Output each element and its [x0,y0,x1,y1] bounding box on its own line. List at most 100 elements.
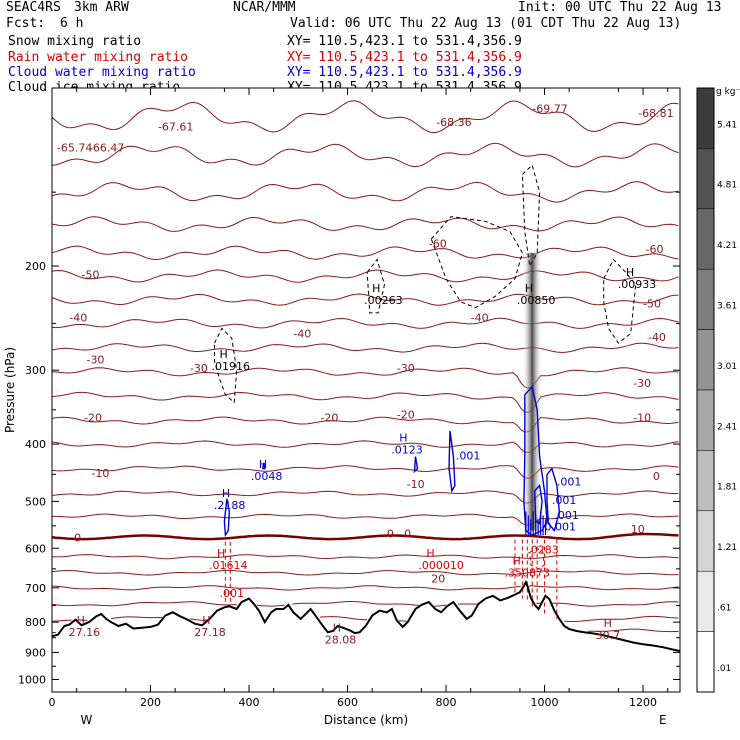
maximum-value: 30.7 [596,629,621,642]
field-name-cloud-water: Cloud water mixing ratio [8,65,196,80]
colorbar-segment [696,450,715,512]
isotherm-label: -30 [86,353,104,366]
maximum-marker: H [426,547,434,560]
forecast-label: Fcst: [6,16,46,31]
colorbar-segment [696,570,715,632]
isotherm-label: -30 [397,362,415,375]
isotherm-line [51,601,679,607]
terrain-profile [51,579,681,652]
maximum-marker: H [372,282,380,295]
freezing-level-line [51,532,679,541]
rain-label: .001 [219,587,244,600]
isotherm-label: -60 [646,243,664,256]
isotherm-label: 20 [431,572,445,585]
cloud-water-contour [413,456,419,474]
isotherm-label: 0 [653,470,660,483]
isotherm-label: -30 [190,362,208,375]
isotherm-line [51,628,679,634]
colorbar-label: 3.61 [717,301,737,311]
colorbar: 5.41 4.81 4.21 3.61 3.01 2.41 1.81 1.21 .61 .01 g … [696,87,740,693]
colorbar-segment [696,268,715,330]
colorbar-label: 1.81 [717,483,737,493]
maximum-value: 27.16 [69,626,101,639]
maximum-value: .350873 [505,567,551,580]
isotherm-label: -20 [320,411,338,424]
isotherm-line [51,440,679,454]
isotherm-line [51,293,679,306]
east-label: E [659,713,667,727]
x-tick-label: 1200 [629,696,657,709]
maximum-marker: H [513,555,521,568]
isotherm-label: -40 [293,327,311,340]
isotherm-label: 0 [74,532,81,545]
isotherm-label: -68.81 [638,107,673,120]
cloud-water-contour [523,385,548,536]
maximum-value: .000010 [418,559,464,572]
cloud-water-label: .001 [552,494,577,507]
isotherm-line [51,269,679,283]
field-name-snow: Snow mixing ratio [8,34,142,49]
x-tick-label: 1000 [531,696,559,709]
y-tick-label: 700 [25,582,46,595]
isotherm-label: -40 [471,311,489,324]
isotherm-label: -68.36 [436,116,471,129]
maximum-value: .00933 [618,278,657,291]
colorbar-segment [696,510,715,572]
isotherm-line [51,181,679,203]
isotherm-line [51,585,679,591]
field-name-rain: Rain water mixing ratio [8,50,189,65]
isotherm-line [51,490,679,504]
isotherm-label: 10 [631,523,645,536]
maximum-value: .00263 [364,294,403,307]
x-tick-label: 400 [239,696,260,709]
maximum-marker: H [77,614,85,627]
isotherm-line [51,100,679,134]
isotherm-label: -10 [633,411,651,424]
field-xy-rain: XY= 110.5,423.1 to 531.4,356.9 [287,50,522,65]
field-xy-snow: XY= 110.5,423.1 to 531.4,356.9 [287,34,522,49]
cloud-water-contour [546,467,561,532]
cloud-water-label: 0.001 [545,521,577,534]
maximum-marker: H [626,266,634,279]
cloud-water-contour [261,462,266,470]
y-tick-label: 200 [25,260,46,273]
colorbar-label: .01 [717,664,731,674]
colorbar-frame [696,87,715,693]
hydrometeor-contours [214,164,637,619]
isotherm-line [51,554,679,560]
maximum-marker: H [217,547,225,560]
x-tick-label: 600 [337,696,358,709]
model-label: 3km ARW [74,0,129,15]
cloud-water-label: .001 [456,450,481,463]
terrain-line [51,579,681,652]
isotherm-line [51,569,679,576]
isotherm-label: -20 [84,411,102,424]
snow-contour [430,216,523,309]
project-label: SEAC4RS [6,0,61,15]
init-time: Init: 00 UTC Thu 22 Aug 13 [518,0,722,15]
isotherm-label: 0 [387,527,394,540]
contour-labels: -65.74-66.47 -67.61 -68.36 -69.77 -68.81 -60 -… [57,102,674,646]
isotherm-line [51,615,679,623]
maximum-marker: H [219,348,227,361]
plot-background [52,88,680,692]
y-tick-label: 900 [25,646,46,659]
isotherm-line [51,342,679,353]
isotherm-label: -20 [397,408,415,421]
isotherm-line [51,317,679,329]
isotherm-label: -60 [429,237,447,250]
y-tick-label: 400 [25,438,46,451]
maximum-marker: H [222,487,230,500]
cloud-water-label: .001 [554,509,579,522]
maximum-marker: H [202,614,210,627]
y-tick-label: 500 [25,495,46,508]
snow-contour [603,258,637,344]
rain-contour [529,547,546,570]
y-axis-label: Pressure (hPa) [3,347,17,433]
colorbar-segment [696,329,715,391]
colorbar-label: 1.21 [717,543,737,553]
x-tick-label: 800 [436,696,457,709]
maximum-marker: H [525,282,533,295]
x-tick-label: 200 [140,696,161,709]
